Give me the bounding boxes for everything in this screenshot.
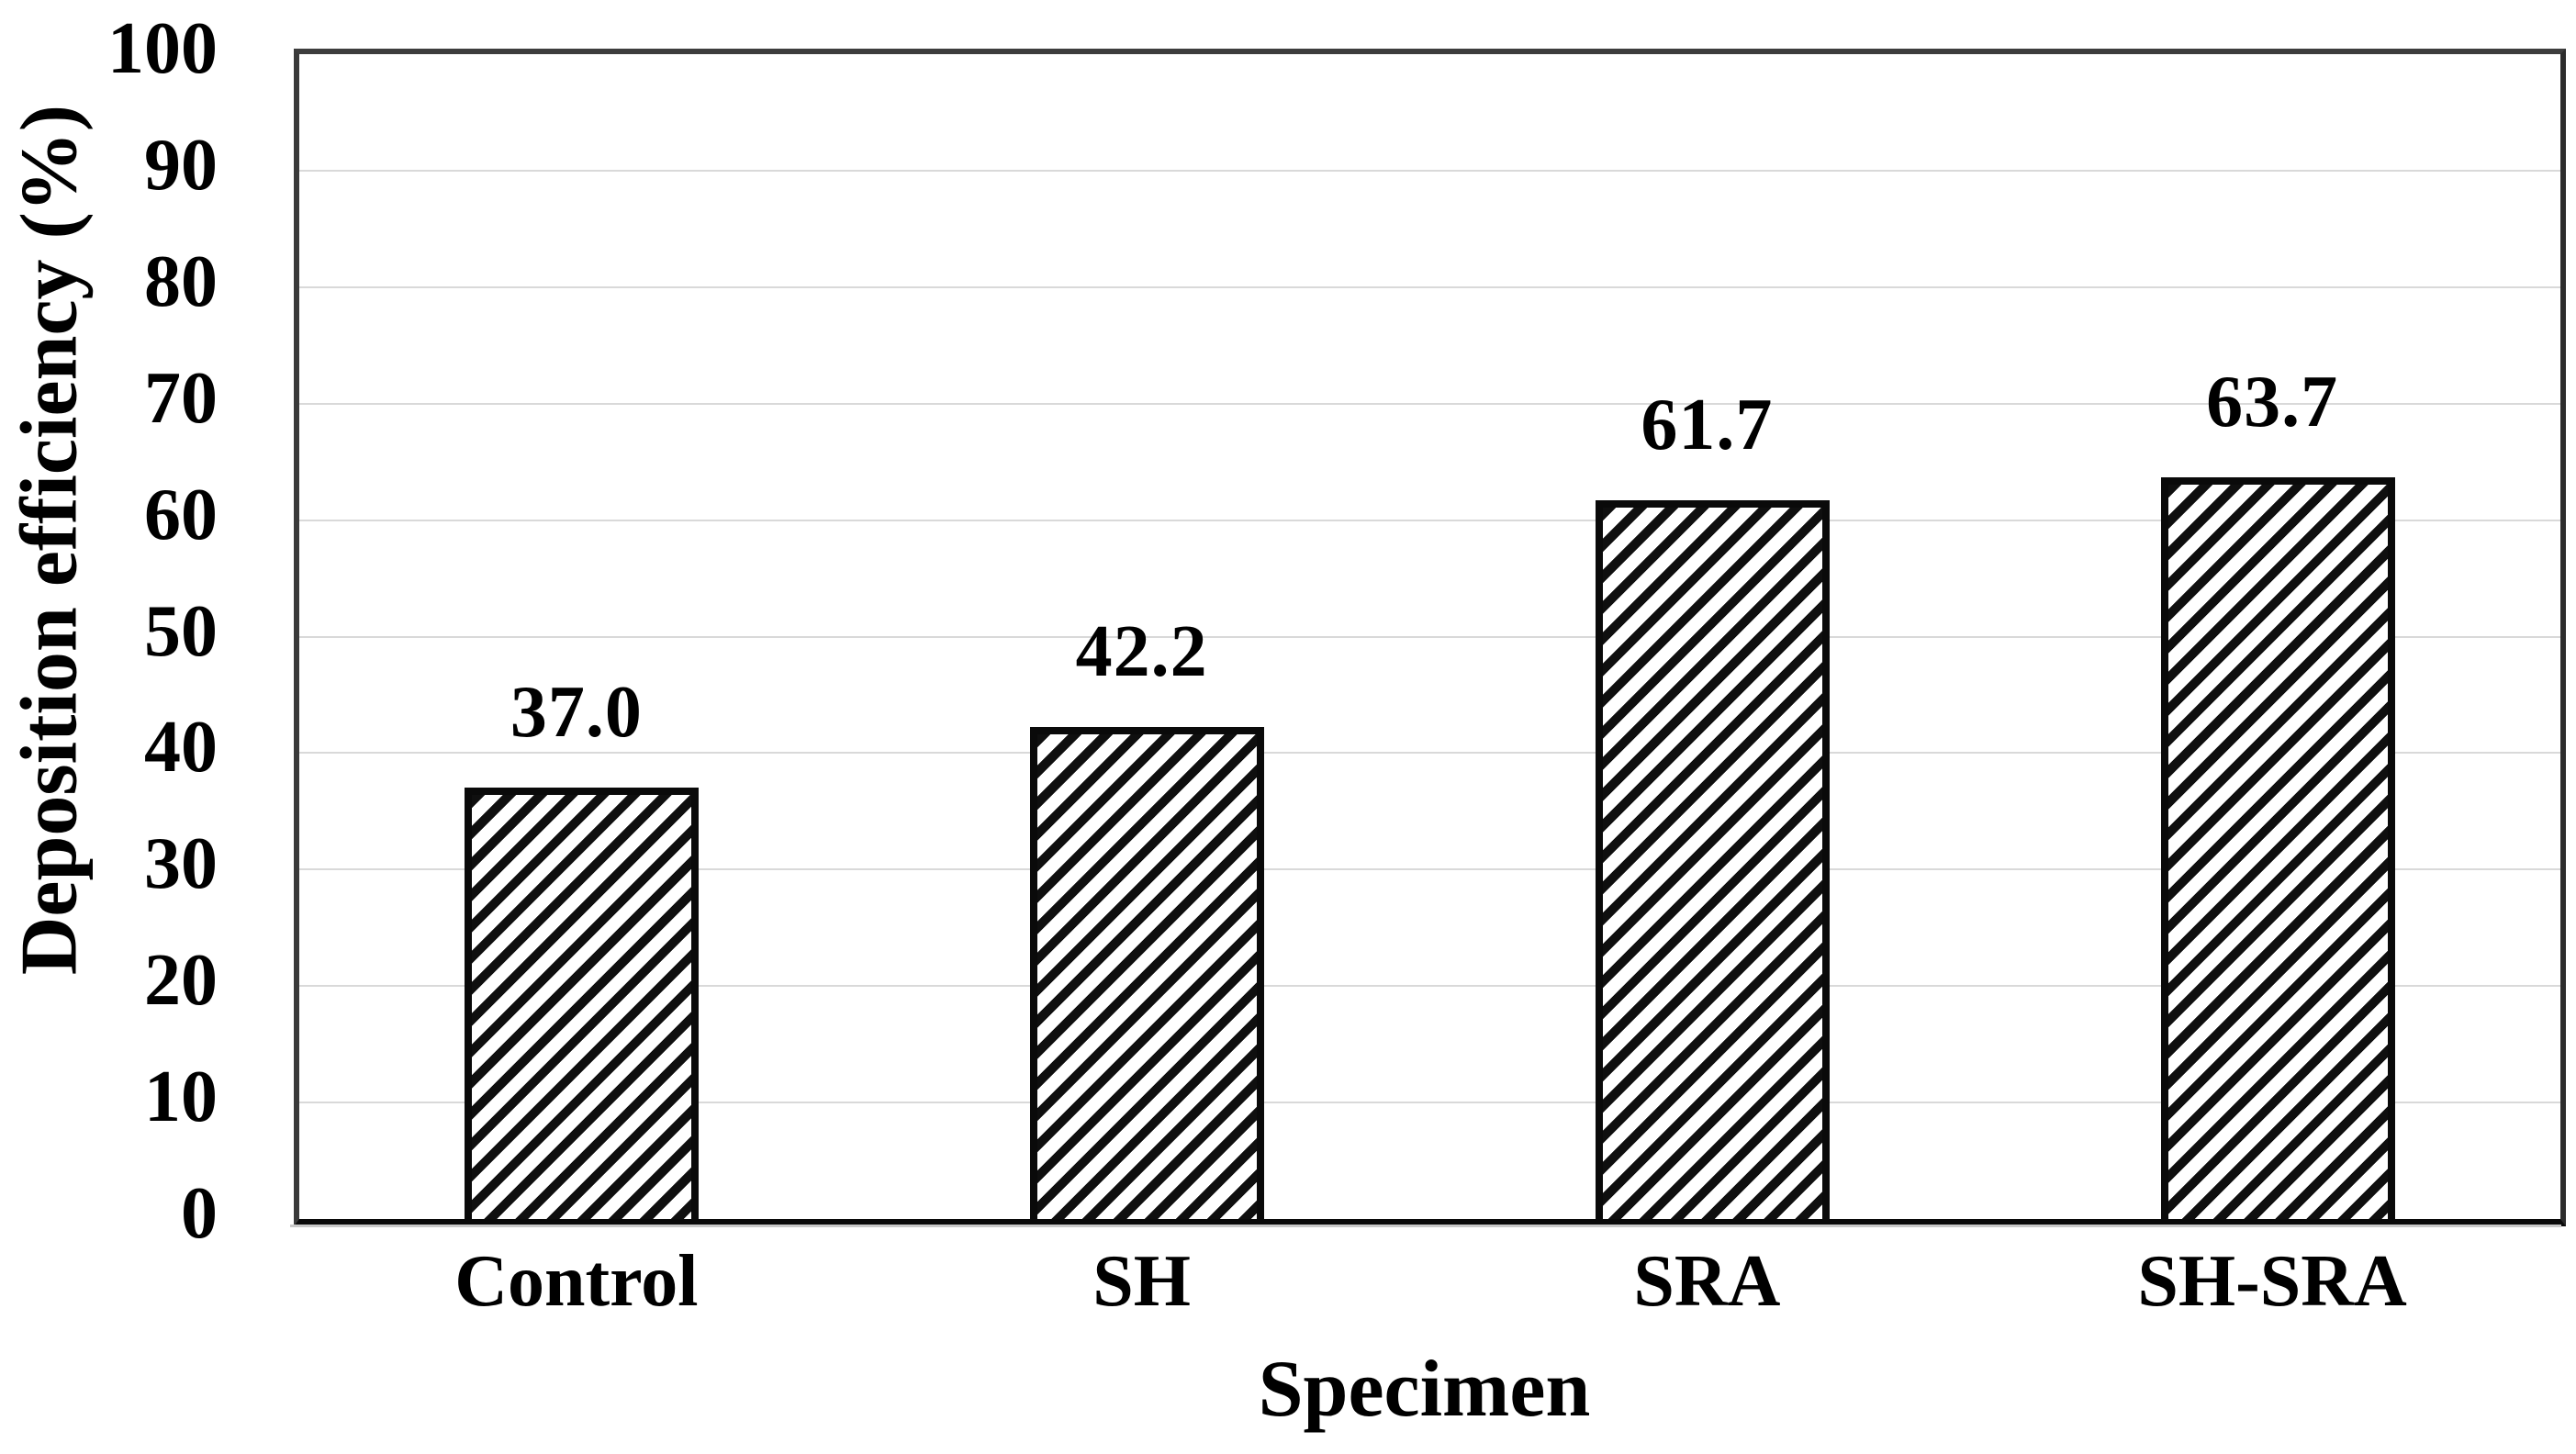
x-category-label-sra: SRA	[1633, 1241, 1781, 1322]
y-tick-label: 40	[144, 707, 218, 789]
gridline	[299, 519, 2560, 521]
gridline	[299, 285, 2560, 288]
y-tick-label: 30	[144, 823, 218, 905]
gridline	[299, 985, 2560, 988]
bar-sh	[1030, 727, 1265, 1226]
gridline	[299, 635, 2560, 638]
gridline	[299, 1102, 2560, 1104]
bar-control	[465, 788, 700, 1226]
x-axis-title: Specimen	[1258, 1345, 1591, 1434]
y-tick-label: 100	[107, 8, 218, 89]
bar-sra	[1595, 500, 1830, 1226]
y-tick-label: 80	[144, 240, 218, 322]
gridline	[299, 868, 2560, 871]
y-tick-label: 20	[144, 940, 218, 1022]
bar-value-label: 61.7	[1641, 385, 1774, 466]
y-tick-label: 10	[144, 1057, 218, 1138]
bar-value-label: 63.7	[2206, 361, 2339, 442]
bar-value-label: 42.2	[1075, 611, 1208, 693]
gridline	[299, 169, 2560, 172]
plot-area	[294, 49, 2566, 1226]
x-axis-shadow-line	[290, 1225, 2561, 1227]
y-tick-label: 50	[144, 590, 218, 672]
x-category-labels: Control SH SRA SH-SRA	[294, 1241, 2555, 1322]
y-tick-label: 90	[144, 124, 218, 206]
y-tick-label: 0	[181, 1173, 218, 1254]
x-category-label-sh-sra: SH-SRA	[2137, 1241, 2407, 1322]
gridline	[299, 402, 2560, 405]
y-tick-label: 60	[144, 474, 218, 555]
gridline	[299, 752, 2560, 755]
x-category-label-control: Control	[454, 1241, 699, 1322]
bar-value-label: 37.0	[510, 672, 643, 754]
bar-sh-sra	[2160, 476, 2395, 1226]
x-category-label-sh: SH	[1092, 1241, 1191, 1322]
y-tick-label: 70	[144, 357, 218, 439]
